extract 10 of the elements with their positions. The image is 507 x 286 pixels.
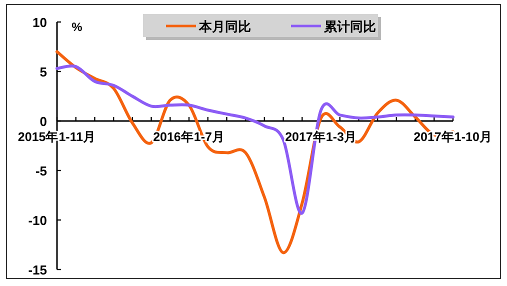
x-tick-label: 2017年1-10月 [414, 130, 492, 144]
y-tick-label: 0 [40, 114, 47, 129]
y-tick-label: -10 [28, 213, 47, 228]
y-tick-label: 5 [40, 64, 47, 80]
y-tick-label: -15 [28, 262, 47, 278]
legend-label: 累计同比 [323, 19, 376, 34]
y-tick-label: 10 [32, 15, 47, 30]
y-axis-title: % [72, 20, 83, 34]
y-tick-label: -5 [35, 164, 47, 178]
legend-label: 本月同比 [198, 19, 251, 34]
